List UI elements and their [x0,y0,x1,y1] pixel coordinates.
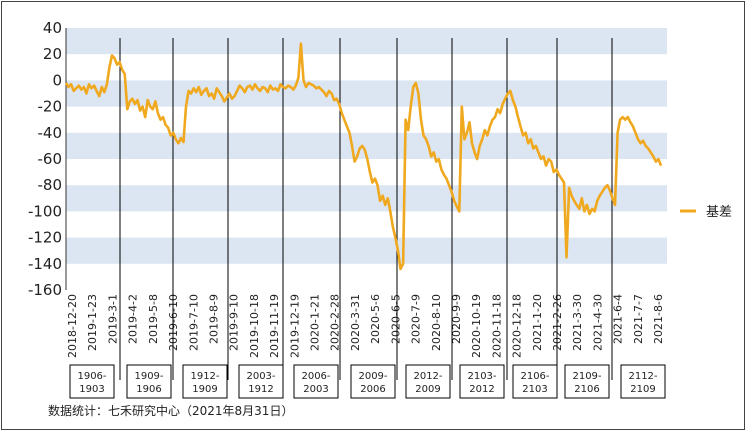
x-tick-label: 2019-6-10 [167,294,180,351]
contract-label: 2006- [301,371,330,382]
y-tick-label: -80 [38,176,63,194]
x-tick-label: 2019-5-8 [147,294,160,344]
x-tick-label: 2020-6-5 [389,294,402,344]
x-tick-label: 2019-7-10 [187,294,200,351]
contract-box [182,364,228,399]
contract-box [69,364,115,399]
contract-box [564,364,610,399]
contract-box [126,364,172,399]
x-tick-label: 2020-2-28 [329,294,342,351]
y-tick-label: 0 [52,71,62,89]
y-tick-label: -100 [28,202,62,220]
x-tick-label: 2021-3-30 [571,294,584,351]
contract-label: 2006 [360,384,385,395]
contract-label: 2009- [358,371,387,382]
contract-label: 2109 [630,384,655,395]
y-tick-label: -60 [38,150,63,168]
y-tick-label: -40 [38,124,63,142]
x-tick-label: 2019-4-2 [127,294,140,344]
y-tick-label: -120 [28,229,62,247]
contract-box [459,364,505,399]
x-tick-label: 2020-5-6 [369,294,382,344]
contract-label: 1906- [77,371,106,382]
x-tick-label: 2021-7-7 [632,294,645,344]
grid-band [66,237,667,264]
grid-band [66,185,667,212]
x-tick-label: 2018-12-20 [66,294,79,358]
x-tick-label: 2020-1-21 [309,294,322,351]
source-note: 数据统计：七禾研究中心（2021年8月31日） [48,403,293,418]
contract-label: 2106 [574,384,599,395]
contract-label: 2106- [520,371,549,382]
x-tick-label: 2021-1-20 [531,294,544,351]
contract-label: 2103 [522,384,547,395]
y-tick-label: 40 [43,19,62,37]
contract-label: 1909 [192,384,217,395]
contract-label: 1903 [79,384,104,395]
x-tick-label: 2020-10-19 [470,294,483,358]
contract-label: 2103- [467,371,496,382]
y-tick-label: -140 [28,255,62,273]
y-tick-label: -20 [38,98,63,116]
x-tick-label: 2021-6-4 [612,294,625,344]
contract-box [512,364,558,399]
x-tick-label: 2019-10-18 [248,294,261,358]
contract-label: 1906 [136,384,161,395]
contract-label: 2003- [246,371,275,382]
contract-box [350,364,396,399]
x-tick-label: 2019-9-10 [228,294,241,351]
contract-label: 1912 [248,384,273,395]
legend-label: 基差 [706,205,732,220]
contract-label: 2012- [413,371,442,382]
x-tick-label: 2020-11-18 [490,294,503,358]
x-tick-label: 2020-9-9 [450,294,463,344]
contract-label: 2003 [303,384,328,395]
x-tick-label: 2020-3-31 [349,294,362,351]
contract-box [293,364,339,399]
y-tick-label: 20 [43,45,62,63]
y-tick-label: -160 [28,281,62,299]
x-tick-label: 2019-3-1 [106,294,119,344]
basis-series-line [64,42,663,271]
contract-label: 2012 [469,384,494,395]
contract-box [405,364,451,399]
x-tick-label: 2019-1-23 [86,294,99,351]
x-tick-label: 2020-8-10 [430,294,443,351]
contract-label: 1912- [190,371,219,382]
grid-band [66,28,667,55]
x-tick-label: 2019-8-9 [207,294,220,344]
x-tick-label: 2020-7-9 [410,294,423,344]
contract-box [238,364,284,399]
x-tick-label: 2021-4-30 [591,294,604,351]
x-tick-label: 2021-8-6 [652,294,665,344]
x-tick-label: 2020-12-18 [511,294,524,358]
contract-label: 2009 [415,384,440,395]
x-tick-label: 2019-12-19 [288,294,301,358]
contract-label: 2112- [628,371,657,382]
x-tick-label: 2019-11-19 [268,294,281,358]
contract-label: 2109- [572,371,601,382]
x-tick-label: 2021-2-26 [551,294,564,351]
contract-label: 1909- [134,371,163,382]
contract-box [620,364,666,399]
grid-band [66,80,667,107]
